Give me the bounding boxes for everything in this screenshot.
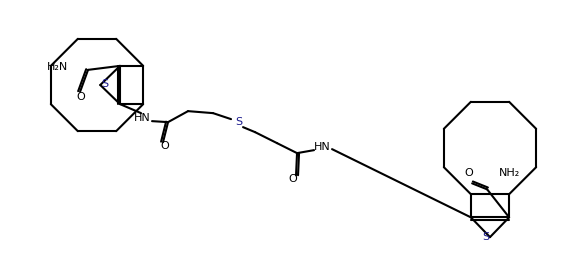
Text: O: O bbox=[161, 141, 169, 151]
Text: O: O bbox=[465, 168, 473, 178]
Text: H₂N: H₂N bbox=[47, 62, 68, 72]
Text: NH₂: NH₂ bbox=[499, 168, 520, 178]
Text: HN: HN bbox=[313, 142, 330, 152]
Text: S: S bbox=[102, 79, 109, 89]
Text: O: O bbox=[76, 92, 85, 102]
Text: HN: HN bbox=[133, 113, 151, 123]
Text: S: S bbox=[482, 232, 490, 242]
Text: S: S bbox=[235, 117, 243, 127]
Text: O: O bbox=[289, 174, 298, 184]
